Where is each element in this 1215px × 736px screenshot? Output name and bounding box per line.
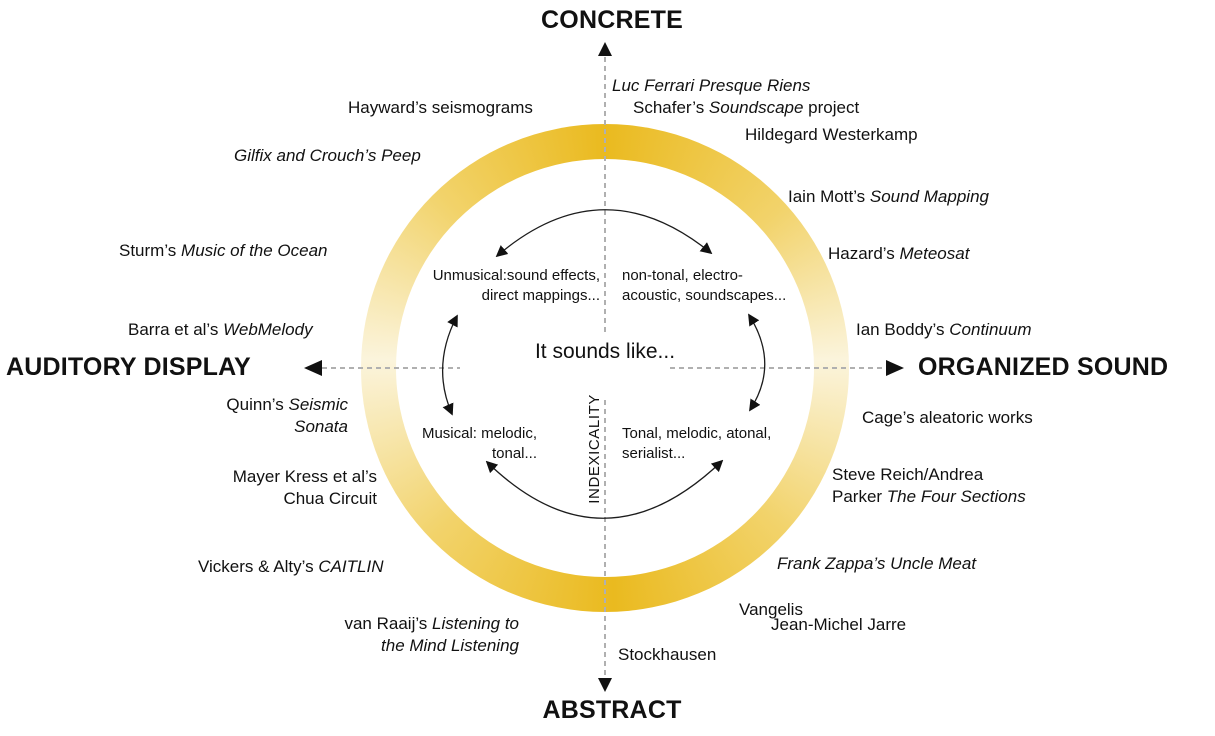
work-label-iain-mott-sound-mapping: Iain Mott’s Sound Mapping (788, 187, 989, 206)
left-arrowhead-icon (304, 360, 322, 376)
center-caption-line1: It sounds (534, 340, 621, 363)
work-label-sturm-music-of-the-ocean: Sturm’s Music of the Ocean (119, 241, 328, 260)
work-label-quinn-seismic-sonata: Quinn’s Seismic Sonata (226, 395, 348, 436)
work-label-schafer-soundscape: Schafer’s Soundscape project (633, 98, 860, 117)
quadrant-descriptor-top-right: non-tonal, electro-acoustic, soundscapes… (622, 267, 787, 304)
axis-label-abstract: ABSTRACT (542, 696, 682, 724)
down-arrowhead-icon (598, 678, 612, 692)
quadrant-descriptor-bottom-left: Musical: melodic, tonal... (421, 425, 537, 462)
work-label-ian-boddy-continuum: Ian Boddy’s Continuum (856, 320, 1032, 339)
work-label-van-raaij-listening: van Raaij’s Listening to the Mind Listeni… (344, 614, 519, 655)
work-label-mayer-kress-chua-circuit: Mayer Kress et al’s Chua Circuit (232, 467, 377, 508)
indexicality-axis-label: INDEXICALITY (586, 394, 603, 504)
work-label-stockhausen: Stockhausen (618, 645, 717, 664)
bottom-arc-arrow-icon (485, 459, 724, 519)
axis-label-organized-sound: ORGANIZED SOUND (918, 353, 1169, 381)
right-arc-arrow-icon (748, 313, 766, 412)
axis-label-concrete: CONCRETE (541, 6, 683, 34)
right-arrowhead-icon (886, 360, 904, 376)
work-label-vickers-alty-caitlin: Vickers & Alty’s CAITLIN (198, 557, 384, 576)
left-arc-arrow-icon (441, 314, 458, 416)
work-label-hildegard-westerkamp: Hildegard Westerkamp (745, 125, 918, 144)
work-label-hayward-seismograms: Hayward’s seismograms (348, 98, 533, 117)
work-label-cage-aleatoric-works: Cage’s aleatoric works (862, 408, 1033, 427)
center-caption: It sounds like... (520, 337, 690, 366)
up-arrowhead-icon (598, 42, 612, 56)
top-arc-arrow-icon (495, 209, 713, 258)
axis-label-auditory-display: AUDITORY DISPLAY (6, 353, 251, 381)
work-label-luc-ferrari: Luc Ferrari Presque Riens (612, 76, 811, 95)
work-label-hazard-meteosat: Hazard’s Meteosat (828, 244, 970, 263)
work-label-barra-webmelody: Barra et al’s WebMelody (128, 320, 313, 339)
center-caption-line2: like... (626, 340, 676, 363)
work-label-gilfix-crouch-peep: Gilfix and Crouch’s Peep (234, 146, 421, 165)
quadrant-descriptor-bottom-right: Tonal, melodic, atonal, serialist... (622, 425, 772, 462)
work-label-vangelis: Vangelis (739, 600, 803, 619)
quadrant-descriptor-top-left: Unmusical:sound effects, direct mappings.… (432, 267, 600, 304)
work-label-frank-zappa-uncle-meat: Frank Zappa’s Uncle Meat (777, 554, 977, 573)
work-label-jean-michel-jarre: Jean-Michel Jarre (771, 615, 907, 634)
work-label-reich-parker-four-sections: Steve Reich/Andrea Parker The Four Sectio… (832, 465, 1026, 506)
